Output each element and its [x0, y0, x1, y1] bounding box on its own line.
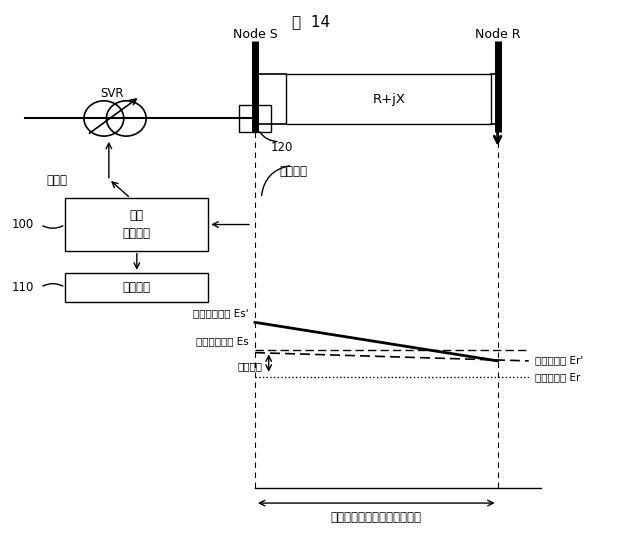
Text: 負荷点電圧 Er': 負荷点電圧 Er'	[535, 355, 583, 365]
Text: 110: 110	[12, 281, 34, 294]
Text: 線路インピーダンス（距離）: 線路インピーダンス（距離）	[331, 511, 422, 525]
Text: 負荷点電圧 Er: 負荷点電圧 Er	[535, 372, 580, 382]
Text: 送り出し電圧 Es: 送り出し電圧 Es	[196, 337, 249, 347]
Text: Node S: Node S	[233, 28, 277, 41]
Text: 図  14: 図 14	[292, 14, 330, 29]
Text: 計測信号: 計測信号	[280, 165, 308, 179]
Text: 記録装置: 記録装置	[123, 281, 151, 294]
Text: SVR: SVR	[100, 87, 124, 100]
Text: 電圧降下: 電圧降下	[238, 361, 262, 371]
Bar	[239, 105, 271, 132]
Text: Node R: Node R	[475, 28, 521, 41]
Text: 100: 100	[12, 218, 34, 231]
Text: R+jX: R+jX	[372, 93, 406, 106]
Text: 120: 120	[271, 141, 293, 154]
Bar	[65, 198, 208, 251]
Bar	[286, 74, 491, 124]
Text: 整定値: 整定値	[47, 174, 68, 187]
Text: 送り出し電圧 Es': 送り出し電圧 Es'	[193, 308, 249, 318]
Bar	[65, 273, 208, 302]
Text: 特性
推定装置: 特性 推定装置	[123, 209, 151, 240]
